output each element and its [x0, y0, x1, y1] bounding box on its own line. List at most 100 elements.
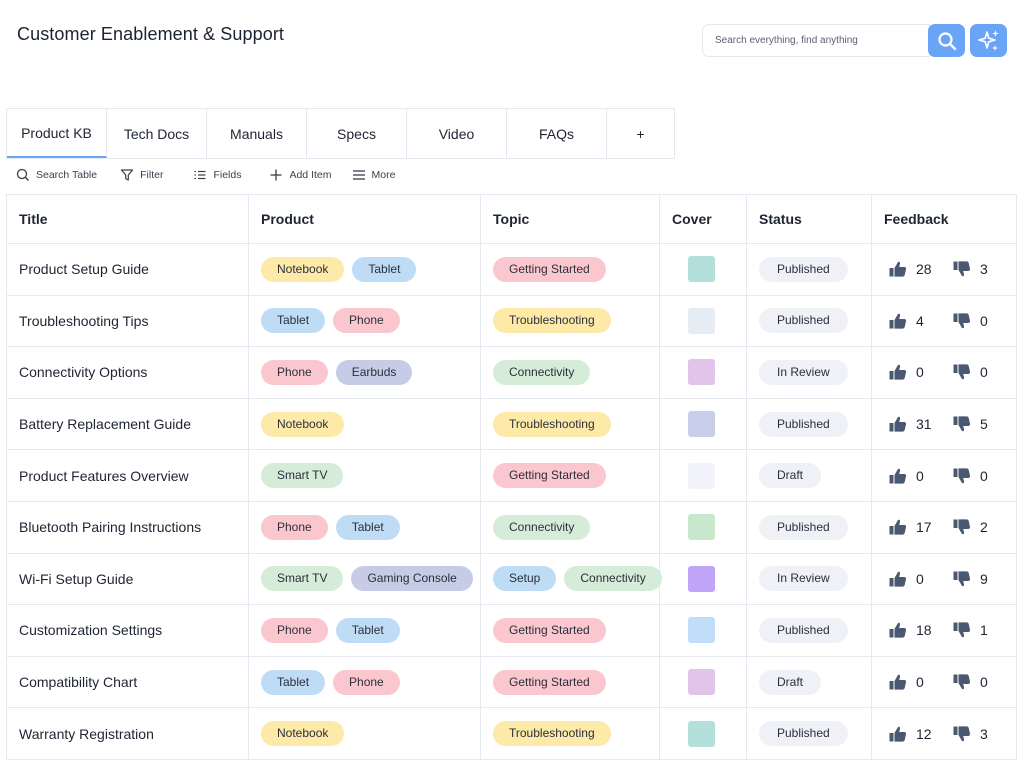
- product-cell[interactable]: Tablet Phone: [248, 294, 481, 348]
- product-tag[interactable]: Earbuds: [335, 359, 413, 385]
- product-tag[interactable]: Phone: [261, 617, 328, 643]
- cover-cell[interactable]: [659, 604, 747, 657]
- cover-cell[interactable]: [659, 346, 747, 399]
- product-cell[interactable]: Smart TV Gaming Console: [248, 552, 481, 606]
- downvote-button[interactable]: [952, 569, 980, 589]
- column-header-cover[interactable]: Cover: [659, 194, 747, 244]
- cover-cell[interactable]: [659, 552, 747, 606]
- product-cell[interactable]: Phone Earbuds: [248, 346, 481, 399]
- table-row[interactable]: Battery Replacement Guide Notebook Trouble…: [6, 397, 1017, 451]
- title-cell[interactable]: Wi-Fi Setup Guide: [6, 552, 249, 606]
- topic-tag[interactable]: Getting Started: [493, 256, 606, 282]
- cover-thumbnail[interactable]: [688, 256, 715, 283]
- cover-cell[interactable]: [659, 655, 747, 709]
- topic-cell[interactable]: Getting Started: [480, 243, 660, 296]
- filter-button[interactable]: Filter: [120, 168, 163, 182]
- topic-tag[interactable]: Connectivity: [493, 359, 591, 385]
- downvote-button[interactable]: [952, 724, 980, 744]
- topic-tag[interactable]: Troubleshooting: [493, 721, 611, 747]
- cover-cell[interactable]: [659, 500, 747, 554]
- topic-cell[interactable]: Troubleshooting: [480, 707, 660, 760]
- add-item-button[interactable]: Add Item: [269, 168, 332, 182]
- upvote-button[interactable]: [888, 259, 916, 279]
- column-header-topic[interactable]: Topic: [480, 194, 660, 244]
- tab-faqs[interactable]: FAQs: [507, 109, 607, 158]
- column-header-product[interactable]: Product: [248, 194, 481, 244]
- title-cell[interactable]: Troubleshooting Tips: [6, 294, 249, 348]
- upvote-button[interactable]: [888, 672, 916, 692]
- cover-cell[interactable]: [659, 707, 747, 760]
- product-tag[interactable]: Tablet: [261, 308, 326, 334]
- upvote-button[interactable]: [888, 517, 916, 537]
- tab-manuals[interactable]: Manuals: [207, 109, 307, 158]
- title-cell[interactable]: Bluetooth Pairing Instructions: [6, 500, 249, 554]
- status-cell[interactable]: Draft: [746, 449, 872, 502]
- cover-thumbnail[interactable]: [688, 307, 715, 334]
- topic-tag[interactable]: Troubleshooting: [493, 411, 611, 437]
- table-row[interactable]: Wi-Fi Setup Guide Smart TV Gaming Console S…: [6, 552, 1017, 606]
- product-tag[interactable]: Smart TV: [261, 566, 344, 592]
- product-tag[interactable]: Tablet: [261, 669, 326, 695]
- downvote-button[interactable]: [952, 414, 980, 434]
- cover-thumbnail[interactable]: [688, 669, 715, 696]
- status-cell[interactable]: Published: [746, 604, 872, 657]
- topic-cell[interactable]: Getting Started: [480, 604, 660, 657]
- status-cell[interactable]: Published: [746, 500, 872, 554]
- status-cell[interactable]: Published: [746, 707, 872, 760]
- status-cell[interactable]: Published: [746, 397, 872, 451]
- product-cell[interactable]: Notebook Tablet: [248, 243, 481, 296]
- topic-cell[interactable]: Troubleshooting: [480, 294, 660, 348]
- downvote-button[interactable]: [952, 672, 980, 692]
- search-input[interactable]: [702, 24, 930, 57]
- product-cell[interactable]: Smart TV: [248, 449, 481, 502]
- downvote-button[interactable]: [952, 259, 980, 279]
- status-cell[interactable]: Published: [746, 294, 872, 348]
- title-cell[interactable]: Warranty Registration: [6, 707, 249, 760]
- table-row[interactable]: Warranty Registration Notebook Troubleshoo…: [6, 707, 1017, 760]
- topic-tag[interactable]: Connectivity: [493, 514, 591, 540]
- topic-tag[interactable]: Getting Started: [493, 669, 606, 695]
- add-tab-button[interactable]: +: [636, 125, 645, 142]
- cover-cell[interactable]: [659, 243, 747, 296]
- downvote-button[interactable]: [952, 362, 980, 382]
- table-row[interactable]: Troubleshooting Tips Tablet Phone Troublesh…: [6, 294, 1017, 348]
- search-button[interactable]: [928, 24, 965, 57]
- product-tag[interactable]: Phone: [333, 669, 400, 695]
- table-row[interactable]: Customization Settings Phone Tablet Getting…: [6, 604, 1017, 657]
- upvote-button[interactable]: [888, 620, 916, 640]
- cover-cell[interactable]: [659, 397, 747, 451]
- title-cell[interactable]: Customization Settings: [6, 604, 249, 657]
- product-tag[interactable]: Tablet: [352, 256, 417, 282]
- upvote-button[interactable]: [888, 466, 916, 486]
- upvote-button[interactable]: [888, 311, 916, 331]
- product-cell[interactable]: Phone Tablet: [248, 500, 481, 554]
- tab-video[interactable]: Video: [407, 109, 507, 158]
- status-cell[interactable]: In Review: [746, 346, 872, 399]
- topic-cell[interactable]: Troubleshooting: [480, 397, 660, 451]
- cover-thumbnail[interactable]: [688, 617, 715, 644]
- table-row[interactable]: Product Setup Guide Notebook Tablet Getting…: [6, 243, 1017, 296]
- cover-thumbnail[interactable]: [688, 514, 715, 541]
- upvote-button[interactable]: [888, 414, 916, 434]
- tab-specs[interactable]: Specs: [307, 109, 407, 158]
- tab-tech-docs[interactable]: Tech Docs: [107, 109, 207, 158]
- status-cell[interactable]: Published: [746, 243, 872, 296]
- title-cell[interactable]: Compatibility Chart: [6, 655, 249, 709]
- product-tag[interactable]: Phone: [333, 308, 400, 334]
- topic-tag[interactable]: Connectivity: [564, 566, 662, 592]
- ai-assistant-button[interactable]: [970, 24, 1007, 57]
- topic-tag[interactable]: Getting Started: [493, 463, 606, 489]
- title-cell[interactable]: Connectivity Options: [6, 346, 249, 399]
- downvote-button[interactable]: [952, 517, 980, 537]
- status-cell[interactable]: In Review: [746, 552, 872, 606]
- search-table-button[interactable]: Search Table: [16, 168, 97, 182]
- topic-tag[interactable]: Troubleshooting: [493, 308, 611, 334]
- column-header-status[interactable]: Status: [746, 194, 872, 244]
- cover-thumbnail[interactable]: [688, 359, 715, 386]
- topic-tag[interactable]: Getting Started: [493, 617, 606, 643]
- product-tag[interactable]: Tablet: [335, 617, 400, 643]
- title-cell[interactable]: Product Setup Guide: [6, 243, 249, 296]
- cover-cell[interactable]: [659, 449, 747, 502]
- column-header-title[interactable]: Title: [6, 194, 249, 244]
- title-cell[interactable]: Product Features Overview: [6, 449, 249, 502]
